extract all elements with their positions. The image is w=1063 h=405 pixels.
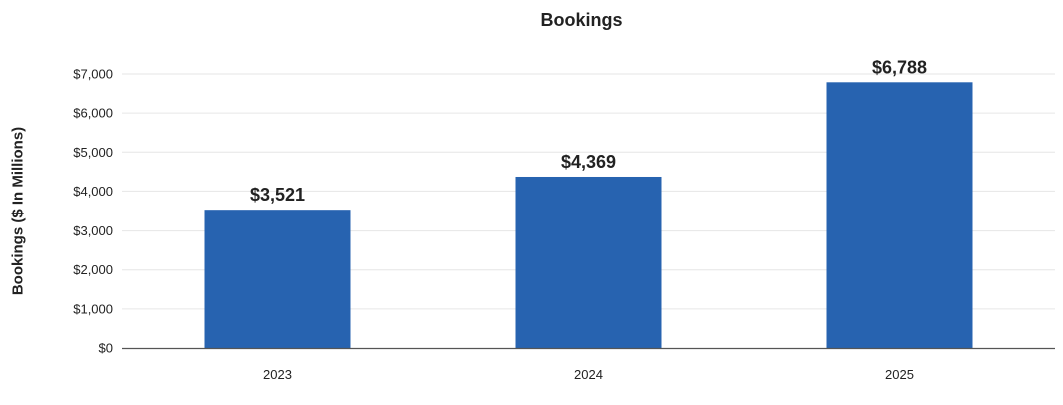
chart-title: Bookings (540, 10, 623, 30)
x-tick-label: 2024 (574, 367, 603, 382)
x-tick-label: 2025 (885, 367, 914, 382)
y-tick-label: $2,000 (73, 262, 113, 277)
bar (204, 210, 351, 348)
data-label: $4,369 (561, 152, 616, 172)
x-tick-label: 2023 (263, 367, 292, 382)
y-tick-label: $3,000 (73, 223, 113, 238)
data-label: $3,521 (250, 185, 305, 205)
bar (826, 82, 973, 349)
y-tick-label: $1,000 (73, 301, 113, 316)
y-tick-label: $0 (99, 341, 113, 356)
bar (515, 176, 662, 348)
y-tick-label: $7,000 (73, 67, 113, 82)
data-label: $6,788 (872, 57, 927, 77)
y-tick-label: $4,000 (73, 184, 113, 199)
y-tick-label: $6,000 (73, 106, 113, 121)
y-tick-label: $5,000 (73, 145, 113, 160)
